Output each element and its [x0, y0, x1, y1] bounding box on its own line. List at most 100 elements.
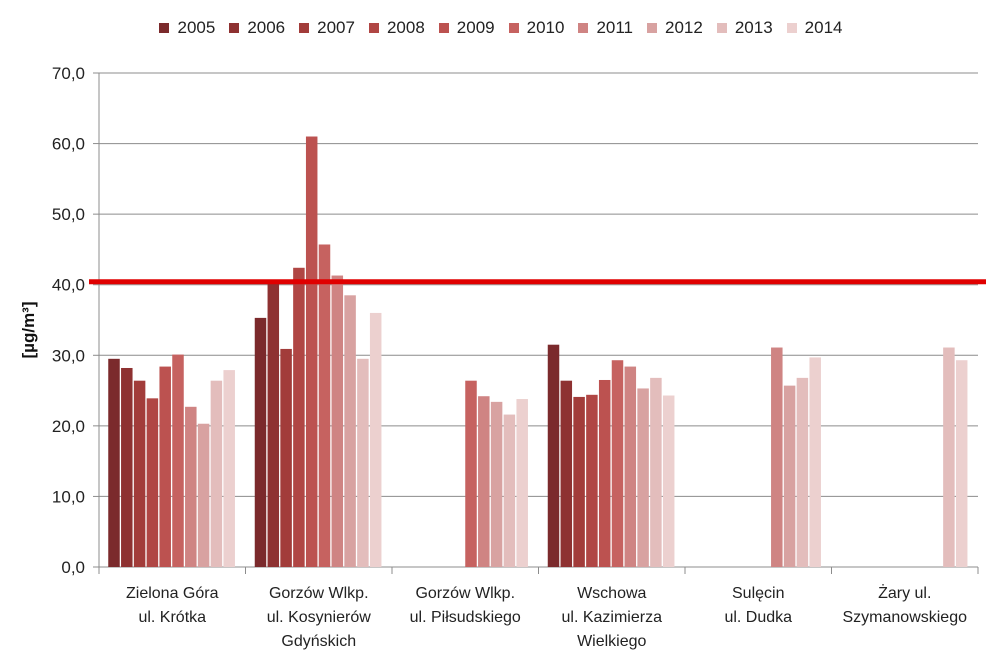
y-tick-label: 50,0	[52, 205, 85, 224]
x-category-label-line: ul. Kosynierów	[267, 609, 371, 626]
x-category-label-line: Żary ul.	[878, 583, 931, 602]
legend-label: 2006	[247, 18, 286, 37]
bar-2014	[809, 357, 821, 567]
bar-2009	[305, 136, 318, 567]
x-category-label-line: ul. Piłsudskiego	[410, 609, 521, 626]
legend-item-2012: 2012	[647, 18, 703, 38]
y-axis-label: [µg/m³]	[19, 301, 38, 358]
bar-2005	[108, 358, 120, 567]
bar-2007	[573, 396, 585, 567]
legend-swatch	[159, 23, 170, 33]
bar-2012	[344, 295, 356, 567]
bar-2012	[197, 423, 210, 567]
bar-2011	[771, 347, 783, 567]
x-category-label: Żary ul. Szymanowskiego	[843, 583, 968, 626]
bar-2013	[943, 347, 955, 567]
bar-2013	[357, 358, 369, 567]
bar-2012	[637, 388, 649, 567]
bar-2011	[185, 406, 197, 567]
bar-2009	[159, 366, 171, 567]
y-tick-label: 0,0	[61, 558, 85, 577]
bar-2013	[210, 380, 223, 567]
y-tick-label: 20,0	[52, 417, 85, 436]
legend-label: 2005	[177, 18, 216, 37]
x-category-label: Wschowa ul. Kazimierza Wielkiego	[562, 585, 663, 650]
bar-2014	[516, 399, 528, 567]
legend-label: 2008	[386, 18, 425, 37]
x-category-label: Gorzów Wlkp. ul. Piłsudskiego	[410, 585, 521, 626]
legend-label: 2012	[665, 18, 703, 37]
bar-2014	[223, 370, 235, 567]
legend-swatch	[716, 23, 727, 33]
bar-2011	[624, 366, 637, 567]
legend-swatch	[508, 23, 519, 33]
legend-item-2011: 2011	[578, 18, 633, 38]
bar-2012	[490, 401, 503, 567]
legend-label: 2013	[734, 18, 773, 37]
x-category-label-line: Gdyńskich	[281, 633, 356, 650]
y-tick-label: 30,0	[52, 346, 85, 365]
x-category-label-line: Wielkiego	[577, 633, 646, 650]
bar-2011	[478, 396, 490, 567]
legend-label: 2014	[804, 18, 843, 37]
legend-item-2008: 2008	[368, 18, 425, 38]
legend-item-2005: 2005	[159, 18, 215, 38]
y-tick-label: 10,0	[52, 487, 85, 506]
bar-2013	[796, 377, 809, 567]
legend-item-2006: 2006	[229, 18, 285, 38]
bar-2007	[280, 348, 292, 567]
legend-item-2010: 2010	[508, 18, 565, 38]
bar-2013	[650, 377, 662, 567]
x-category-label-line: Zielona Góra	[126, 585, 219, 602]
bar-2010	[172, 354, 184, 567]
y-tick-label: 60,0	[52, 135, 85, 154]
legend-swatch	[299, 23, 310, 33]
x-category-label: Gorzów Wlkp. ul. Kosynierów Gdyńskich	[267, 585, 371, 650]
y-tick-label: 70,0	[52, 64, 85, 83]
bar-2014	[662, 395, 675, 567]
bar-2011	[331, 275, 344, 567]
bar-2008	[293, 267, 305, 567]
legend-swatch	[647, 23, 658, 33]
legend-swatch	[578, 23, 589, 33]
bar-2014	[955, 360, 968, 567]
bar-2010	[318, 244, 331, 567]
bar-2010	[465, 380, 477, 567]
bar-2008	[586, 394, 598, 567]
bar-2006	[121, 367, 133, 567]
legend-label: 2007	[317, 18, 355, 37]
legend-swatch	[438, 23, 449, 33]
x-category-label-line: ul. Krótka	[138, 609, 206, 626]
bar-2009	[598, 379, 611, 567]
legend-label: 2010	[526, 18, 565, 37]
legend: 2005 2006 2007 2008 2009 2010 2011 2012 2013 2014	[0, 18, 1002, 38]
legend-label: 2009	[456, 18, 495, 37]
legend-item-2014: 2014	[786, 18, 843, 38]
x-category-label-line: Gorzów Wlkp.	[269, 585, 369, 602]
bar-2013	[503, 414, 516, 567]
x-category-label-line: Szymanowskiego	[843, 609, 968, 626]
bar-2014	[369, 312, 382, 567]
bar-2007	[133, 380, 146, 567]
x-category-label-line: Gorzów Wlkp.	[415, 585, 515, 602]
x-category-label-line: ul. Kazimierza	[562, 609, 663, 626]
legend-label: 2011	[596, 18, 634, 37]
bar-2005	[254, 317, 267, 567]
bar-2010	[611, 360, 624, 567]
x-category-label: Sulęcin ul. Dudka	[724, 585, 792, 626]
legend-swatch	[368, 23, 379, 33]
legend-item-2009: 2009	[438, 18, 495, 38]
legend-item-2013: 2013	[716, 18, 773, 38]
legend-swatch	[786, 23, 797, 33]
legend-swatch	[229, 23, 240, 33]
x-category-label-line: Sulęcin	[732, 585, 784, 602]
x-category-label: Zielona Góra ul. Krótka	[126, 585, 219, 626]
x-category-label-line: ul. Dudka	[724, 609, 792, 626]
legend-item-2007: 2007	[299, 18, 355, 38]
bar-2006	[560, 380, 573, 567]
y-tick-label: 40,0	[52, 276, 85, 295]
bar-2005	[547, 344, 560, 567]
bar-2008	[146, 398, 159, 567]
bar-2006	[267, 282, 280, 567]
